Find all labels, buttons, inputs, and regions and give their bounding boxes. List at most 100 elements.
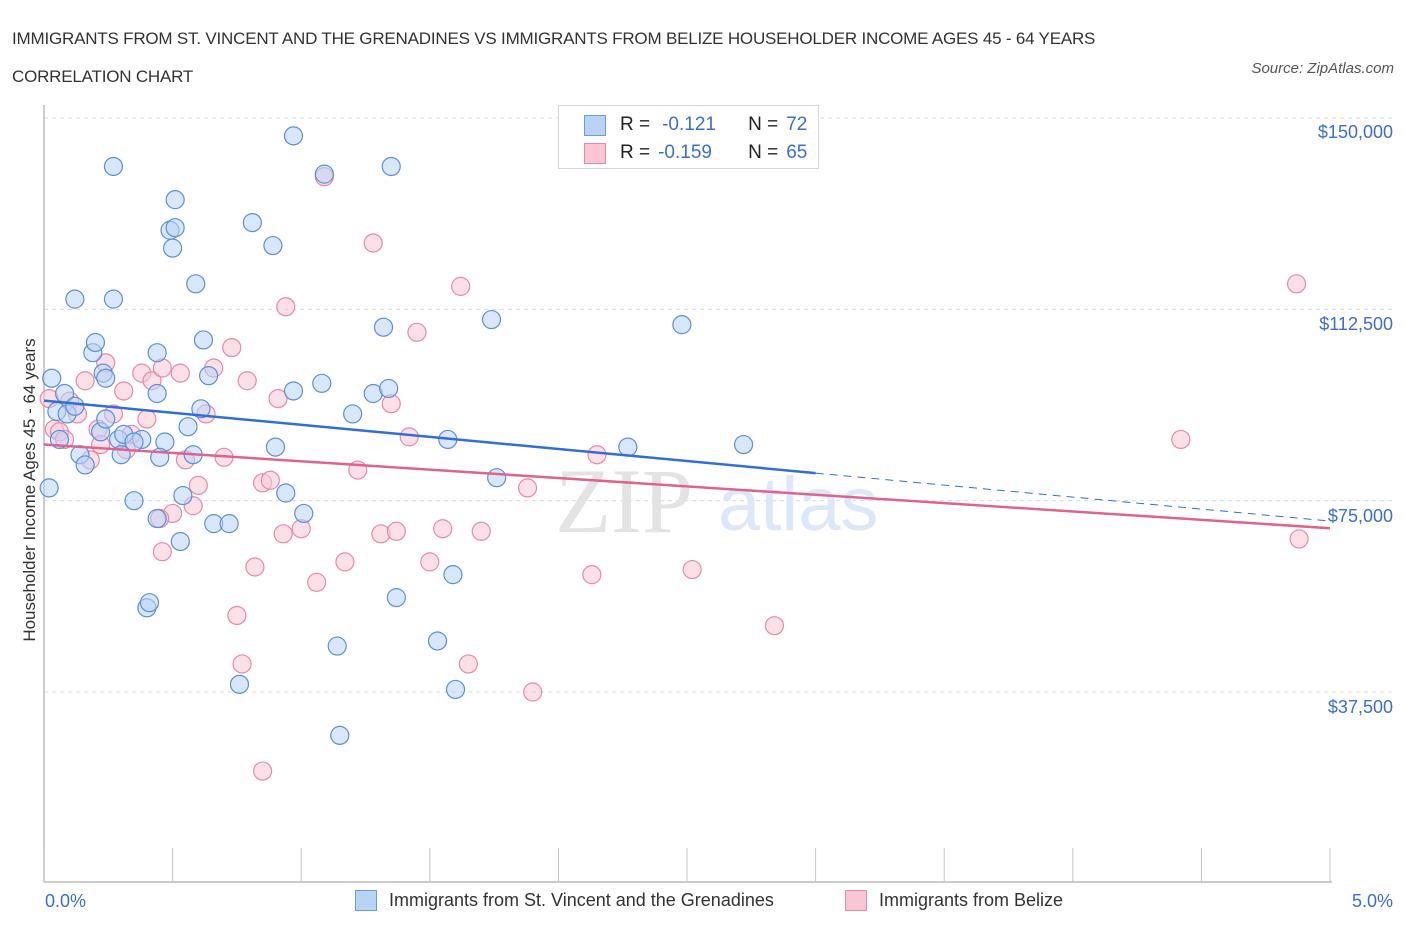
- data-point-stvincent: [733, 434, 754, 455]
- data-point-stvincent: [147, 508, 167, 529]
- data-point-belize: [232, 654, 252, 674]
- data-point-stvincent: [39, 478, 59, 498]
- data-point-stvincent: [263, 235, 283, 256]
- data-point-stvincent: [373, 317, 394, 337]
- data-point-belize: [363, 233, 383, 253]
- legend-r-value: -0.121: [662, 114, 716, 135]
- data-point-belize: [433, 519, 453, 539]
- data-point-stvincent: [163, 238, 183, 258]
- data-point-stvincent: [327, 636, 347, 656]
- data-point-belize: [227, 605, 247, 626]
- data-point-belize: [222, 338, 242, 358]
- x-tick-label-min: 0.0%: [45, 891, 87, 911]
- legend-r-label: R =: [620, 114, 651, 135]
- data-point-belize: [253, 761, 273, 781]
- data-point-stvincent: [283, 126, 304, 146]
- legend-label: Immigrants from Belize: [879, 890, 1064, 910]
- y-tick-label: $150,000: [1317, 122, 1393, 142]
- watermark-atlas: atlas: [718, 462, 879, 547]
- data-point-stvincent: [193, 330, 214, 350]
- data-point-belize: [517, 478, 538, 498]
- data-point-belize: [399, 427, 419, 447]
- trend-line-stvincent: [43, 399, 816, 475]
- chart-title: IMMIGRANTS FROM ST. VINCENT AND THE GREN…: [12, 29, 1096, 86]
- data-point-stvincent: [173, 485, 193, 506]
- data-point-belize: [1286, 274, 1307, 294]
- data-point-belize: [335, 552, 355, 572]
- data-point-stvincent: [170, 531, 190, 552]
- data-point-stvincent: [96, 409, 116, 429]
- data-point-stvincent: [124, 432, 144, 452]
- data-point-stvincent: [65, 396, 85, 416]
- data-point-stvincent: [443, 565, 463, 585]
- data-point-stvincent: [49, 429, 70, 450]
- data-point-belize: [451, 276, 471, 296]
- data-point-stvincent: [294, 503, 314, 524]
- data-point-belize: [245, 557, 265, 577]
- legend-r-value: -0.159: [658, 142, 712, 163]
- data-point-belize: [523, 682, 543, 702]
- bottom-legend-stvincent: Immigrants from St. Vincent and the Gren…: [355, 890, 774, 911]
- data-point-stvincent: [487, 468, 507, 488]
- data-point-belize: [1171, 429, 1191, 450]
- data-point-stvincent: [85, 332, 106, 353]
- y-tick-label: $112,500: [1319, 314, 1393, 334]
- data-point-belize: [260, 470, 280, 490]
- data-point-stvincent: [165, 190, 185, 210]
- watermark-zip: ZIP: [555, 450, 693, 552]
- legend-n-value: 65: [786, 142, 808, 163]
- data-point-belize: [307, 572, 327, 592]
- data-point-stvincent: [343, 404, 363, 424]
- data-point-stvincent: [124, 491, 144, 511]
- data-point-belize: [407, 322, 427, 342]
- data-point-stvincent: [386, 588, 406, 608]
- data-point-belize: [114, 381, 134, 401]
- data-point-stvincent: [96, 368, 116, 388]
- trend-line-belize: [43, 443, 1331, 530]
- data-point-belize: [152, 542, 172, 562]
- data-point-stvincent: [229, 674, 250, 694]
- data-point-stvincent: [672, 315, 692, 335]
- data-point-stvincent: [618, 437, 638, 457]
- data-point-stvincent: [381, 156, 401, 177]
- y-tick-label: $75,000: [1327, 506, 1393, 526]
- data-point-stvincent: [139, 593, 160, 613]
- data-point-stvincent: [379, 378, 399, 399]
- data-point-belize: [276, 297, 296, 317]
- data-point-belize: [237, 371, 257, 391]
- data-point-belize: [273, 524, 293, 544]
- trend-lines: [43, 399, 1331, 530]
- legend-swatch-pink: [845, 890, 867, 911]
- y-axis-label: Householder Income Ages 45 - 64 years: [20, 338, 39, 642]
- data-point-stvincent: [42, 368, 62, 388]
- legend-n-label: N =: [748, 114, 779, 135]
- data-point-stvincent: [445, 679, 466, 700]
- data-point-stvincent: [265, 437, 286, 457]
- correlation-legend: R = -0.121 N = 72 R = -0.159 N = 65: [558, 105, 819, 169]
- data-point-stvincent: [75, 455, 95, 475]
- watermark: ZIP atlas: [555, 450, 879, 552]
- data-point-stvincent: [191, 399, 211, 419]
- data-point-belize: [386, 521, 406, 541]
- legend-row-stvincent: R = -0.121 N = 72: [584, 113, 807, 137]
- source-label: Source: ZipAtlas.com: [1251, 60, 1394, 77]
- data-point-stvincent: [481, 309, 502, 330]
- data-point-stvincent: [312, 373, 332, 393]
- legend-row-belize: R = -0.159 N = 65: [584, 141, 807, 165]
- data-point-belize: [582, 565, 602, 585]
- bottom-legend-belize: Immigrants from Belize: [845, 890, 1063, 911]
- data-point-belize: [188, 475, 208, 495]
- x-tick-label-max: 5.0%: [1351, 891, 1393, 911]
- gridlines: [44, 117, 1392, 693]
- data-point-stvincent: [199, 366, 219, 386]
- data-point-stvincent: [219, 514, 239, 534]
- data-point-belize: [764, 616, 785, 636]
- series-stvincent-points: [39, 126, 754, 745]
- data-point-belize: [1289, 529, 1309, 549]
- data-point-stvincent: [314, 164, 334, 184]
- data-point-belize: [587, 445, 607, 465]
- data-point-stvincent: [147, 383, 167, 404]
- data-point-stvincent: [242, 212, 262, 233]
- legend-swatch-blue: [355, 890, 377, 911]
